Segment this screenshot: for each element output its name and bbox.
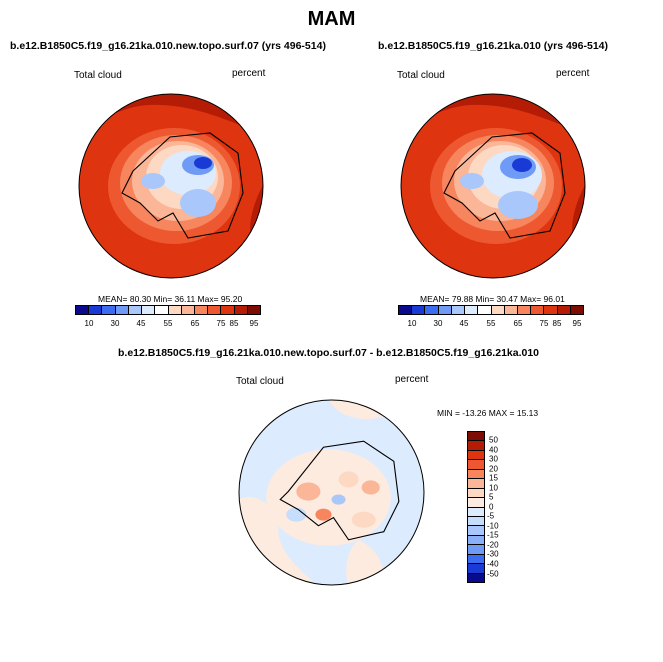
diff-panel-units: percent	[395, 374, 429, 385]
diff-panel-title: b.e12.B1850C5.f19_g16.21ka.010.new.topo.…	[118, 347, 540, 359]
panel-1-colorbar-tick: 30	[110, 319, 120, 328]
panel-2-colorbar	[398, 305, 584, 315]
diff-colorbar-tick: 30	[489, 454, 498, 464]
panel-2-colorbar-tick: 65	[513, 319, 523, 328]
panel-2-colorbar-tick: 30	[433, 319, 443, 328]
panel-1-field-label: Total cloud	[74, 70, 122, 81]
panel-1-units: percent	[232, 68, 266, 79]
panel-2-field-label: Total cloud	[397, 70, 445, 81]
panel-2-title: b.e12.B1850C5.f19_g16.21ka.010 (yrs 496-…	[378, 40, 608, 52]
panel-1-stats: MEAN= 80.30 Min= 36.11 Max= 95.20	[98, 294, 243, 304]
diff-colorbar-tick: -20	[487, 540, 499, 550]
diff-colorbar-tick: -30	[487, 549, 499, 559]
diff-colorbar-tick: -10	[487, 521, 499, 531]
panel-2-units: percent	[556, 68, 590, 79]
panel-1-colorbar-tick: 75	[216, 319, 226, 328]
diff-colorbar-tick: 5	[489, 492, 494, 502]
panel-2-polar-map	[400, 93, 586, 279]
panel-2-colorbar-tick: 10	[407, 319, 417, 328]
panel-1-colorbar-tick: 55	[163, 319, 173, 328]
diff-panel-minmax: MIN = -13.26 MAX = 15.13	[437, 408, 539, 418]
panel-2-colorbar-tick: 55	[486, 319, 496, 328]
diff-colorbar-tick: 15	[489, 473, 498, 483]
panel-2-colorbar-tick: 85	[552, 319, 562, 328]
panel-1-colorbar-tick: 65	[190, 319, 200, 328]
panel-2-colorbar-tick: 75	[539, 319, 549, 328]
diff-panel-field-label: Total cloud	[236, 376, 284, 387]
panel-1-polar-map	[78, 93, 264, 279]
panel-1-title: b.e12.B1850C5.f19_g16.21ka.010.new.topo.…	[10, 40, 326, 52]
panel-1-colorbar-tick: 85	[229, 319, 239, 328]
diff-colorbar	[467, 431, 485, 583]
diff-colorbar-tick: -40	[487, 559, 499, 569]
panel-2-colorbar-tick: 95	[572, 319, 582, 328]
panel-2-stats: MEAN= 79.88 Min= 30.47 Max= 96.01	[420, 294, 565, 304]
figure-title: MAM	[307, 8, 356, 30]
diff-colorbar-tick: 50	[489, 435, 498, 445]
panel-2-colorbar-tick: 45	[459, 319, 469, 328]
diff-colorbar-tick: 20	[489, 464, 498, 474]
diff-colorbar-tick: 0	[489, 502, 494, 512]
diff-colorbar-tick: 40	[489, 445, 498, 455]
panel-1-colorbar-tick: 95	[249, 319, 259, 328]
panel-1-colorbar	[75, 305, 261, 315]
diff-colorbar-tick: -5	[487, 511, 495, 521]
diff-colorbar-tick: -15	[487, 530, 499, 540]
diff-polar-map	[238, 399, 425, 586]
panel-1-colorbar-tick: 45	[136, 319, 146, 328]
panel-1-colorbar-tick: 10	[84, 319, 94, 328]
diff-colorbar-tick: -50	[487, 569, 499, 579]
diff-colorbar-tick: 10	[489, 483, 498, 493]
